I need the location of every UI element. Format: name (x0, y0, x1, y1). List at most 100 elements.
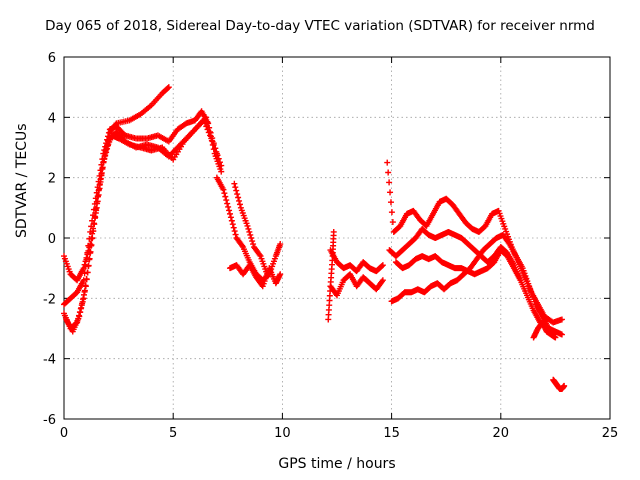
data-point (388, 209, 395, 216)
data-point (517, 277, 524, 284)
series-arc-2a (327, 247, 386, 275)
series-arc-2c (325, 228, 337, 323)
data-point (233, 187, 240, 194)
y-tick-label: -2 (43, 292, 56, 307)
data-point (101, 153, 108, 160)
data-point (330, 228, 337, 235)
series-arc-2b (327, 271, 386, 299)
data-point (89, 235, 96, 241)
data-point (236, 197, 243, 204)
data-point (385, 169, 392, 176)
data-point (82, 283, 89, 290)
series-arc-3f (550, 376, 568, 392)
data-point (250, 241, 257, 248)
data-point (217, 159, 223, 166)
data-point (378, 263, 385, 270)
x-tick-label: 25 (602, 426, 619, 441)
data-point (256, 251, 263, 258)
data-point (209, 135, 216, 142)
series-arc-3e (530, 319, 559, 341)
data-point (95, 193, 102, 200)
data-point (87, 248, 94, 255)
data-point (387, 199, 394, 206)
data-point (105, 129, 112, 136)
data-point (78, 304, 85, 311)
x-tick-label: 10 (274, 426, 291, 441)
y-tick-label: 6 (48, 51, 56, 66)
data-point (552, 334, 559, 341)
data-point (87, 228, 94, 235)
data-point (76, 313, 83, 320)
data-point (226, 210, 233, 217)
data-point (207, 129, 214, 136)
y-tick-label: 2 (48, 172, 56, 187)
y-axis-label: SDTVAR / TECUs (14, 123, 30, 238)
series-arc-1g (231, 180, 271, 278)
data-point (164, 85, 171, 92)
x-tick-label: 20 (493, 426, 510, 441)
data-point (98, 169, 105, 176)
data-point (247, 231, 254, 238)
data-point (228, 217, 235, 224)
data-point (88, 241, 95, 248)
data-point (230, 224, 237, 231)
data-point (232, 184, 239, 191)
data-point (379, 277, 386, 284)
data-point (80, 277, 87, 284)
data-point (84, 269, 91, 276)
data-point (236, 201, 243, 208)
data-point (206, 124, 213, 131)
data-point (558, 331, 565, 338)
data-point (83, 276, 90, 283)
data-point (203, 123, 210, 130)
data-point (93, 207, 100, 214)
data-point (95, 186, 102, 193)
data-point (378, 278, 385, 285)
data-point (218, 168, 225, 175)
x-tick-label: 5 (169, 426, 177, 441)
data-point (85, 262, 92, 269)
data-point (235, 194, 242, 201)
data-point (81, 287, 88, 294)
series-arc-1d (63, 114, 220, 335)
data-point (225, 203, 232, 210)
data-point (80, 296, 87, 303)
data-point (389, 219, 396, 226)
data-point (246, 228, 253, 235)
data-point (79, 300, 86, 307)
data-point (90, 228, 97, 235)
data-point (91, 221, 98, 228)
data-point (386, 179, 393, 186)
data-point (99, 164, 106, 171)
data-point (226, 207, 233, 214)
series-arc-1a (61, 84, 172, 284)
x-tick-label: 0 (60, 426, 68, 441)
data-point (248, 235, 255, 241)
data-point (97, 175, 104, 182)
data-point (384, 159, 391, 166)
chart-title: Day 065 of 2018, Sidereal Day-to-day VTE… (45, 18, 595, 34)
y-tick-label: -4 (43, 353, 56, 368)
data-point (229, 221, 236, 228)
data-point (202, 114, 209, 121)
data-point (94, 200, 101, 207)
data-point (210, 140, 217, 147)
data-point (223, 197, 230, 204)
data-point (561, 382, 568, 389)
x-tick-label: 15 (383, 426, 400, 441)
data-point (165, 84, 172, 91)
data-point (80, 291, 87, 298)
data-point (244, 222, 251, 229)
data-point (213, 150, 220, 157)
data-point (505, 239, 512, 246)
data-point (227, 214, 234, 221)
data-point (96, 181, 103, 188)
data-point (212, 145, 219, 152)
data-point (224, 200, 231, 207)
data-point (86, 255, 93, 262)
data-point (231, 180, 238, 187)
data-point (239, 242, 246, 249)
data-point (221, 190, 228, 197)
data-point (379, 262, 386, 269)
